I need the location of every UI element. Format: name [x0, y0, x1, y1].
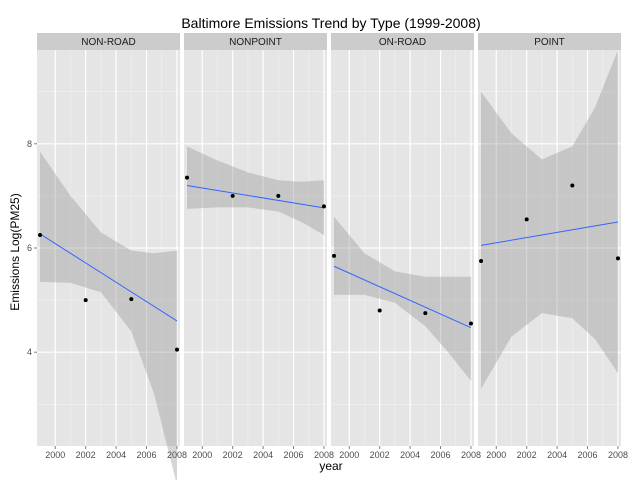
data-point-non-road-1999 — [38, 232, 43, 237]
facet-label-on-road: ON-ROAD — [379, 37, 426, 48]
data-point-non-road-2002 — [83, 298, 88, 303]
data-point-point-2005 — [570, 183, 575, 188]
facet-strip-point — [478, 33, 621, 50]
facet-nonpoint: NONPOINT 2000 2002 2004 2006 2008 — [184, 33, 334, 460]
facet-non-road: NON-ROAD 2000 2002 2004 2006 2008 — [37, 33, 187, 480]
x-tick-label: 2002 — [223, 450, 243, 460]
facet-strip-on-road — [331, 33, 474, 50]
data-point-nonpoint-2008 — [321, 204, 326, 209]
x-tick-label: 2004 — [106, 450, 126, 460]
x-tick-label: 2000 — [486, 450, 506, 460]
y-tick-label: 8 — [27, 139, 32, 149]
data-point-on-road-2002 — [377, 308, 382, 313]
y-tick-label: 4 — [27, 347, 32, 357]
x-tick-label: 2006 — [431, 450, 451, 460]
trend-line-non-road — [39, 233, 178, 322]
facet-panels: NON-ROAD 2000 2002 2004 2006 2008 NONPOINT 2000… — [27, 33, 628, 480]
x-tick-label: 2006 — [137, 450, 157, 460]
data-point-point-2008 — [615, 256, 620, 261]
x-tick-label: 2000 — [45, 450, 65, 460]
y-axis-title: Emissions Log(PM25) — [8, 193, 22, 310]
facet-on-road: ON-ROAD 2000 2002 2004 2006 2008 — [331, 33, 481, 460]
confidence-band-non-road — [40, 151, 177, 480]
trend-line-on-road — [333, 265, 472, 329]
x-tick-label: 2006 — [284, 450, 304, 460]
data-point-on-road-2005 — [423, 311, 428, 316]
x-tick-label: 2004 — [547, 450, 567, 460]
x-tick-label: 2000 — [339, 450, 359, 460]
chart-title: Baltimore Emissions Trend by Type (1999-… — [181, 15, 480, 31]
x-tick-label: 2004 — [400, 450, 420, 460]
x-tick-label: 2002 — [517, 450, 537, 460]
data-point-nonpoint-2005 — [276, 193, 281, 198]
data-point-nonpoint-2002 — [230, 193, 235, 198]
x-tick-label: 2000 — [192, 450, 212, 460]
confidence-band-nonpoint — [187, 146, 324, 235]
data-point-point-2002 — [524, 217, 529, 222]
data-point-point-1999 — [479, 259, 484, 264]
x-tick-label: 2006 — [578, 450, 598, 460]
x-tick-label: 2008 — [167, 450, 187, 460]
data-point-nonpoint-1999 — [185, 175, 190, 180]
confidence-band-on-road — [334, 216, 471, 381]
facet-strip-nonpoint — [184, 33, 327, 50]
data-point-on-road-2008 — [468, 321, 473, 326]
facet-point: POINT 2000 2002 2004 2006 2008 — [478, 33, 628, 460]
x-tick-label: 2008 — [314, 450, 334, 460]
confidence-band-point — [481, 50, 618, 389]
data-point-non-road-2005 — [129, 297, 134, 302]
facet-label-point: POINT — [534, 37, 565, 48]
x-axis-title: year — [319, 459, 342, 473]
facet-strip-non-road — [37, 33, 180, 50]
x-tick-label: 2008 — [608, 450, 628, 460]
x-tick-label: 2008 — [461, 450, 481, 460]
x-tick-label: 2002 — [76, 450, 96, 460]
trend-line-point — [480, 221, 619, 246]
facet-label-nonpoint: NONPOINT — [229, 37, 282, 48]
data-point-on-road-1999 — [332, 253, 337, 258]
x-tick-label: 2002 — [370, 450, 390, 460]
data-point-non-road-2008 — [174, 347, 179, 352]
y-tick-label: 6 — [27, 243, 32, 253]
trend-line-nonpoint — [186, 184, 325, 209]
facet-label-non-road: NON-ROAD — [81, 37, 135, 48]
x-tick-label: 2004 — [253, 450, 273, 460]
